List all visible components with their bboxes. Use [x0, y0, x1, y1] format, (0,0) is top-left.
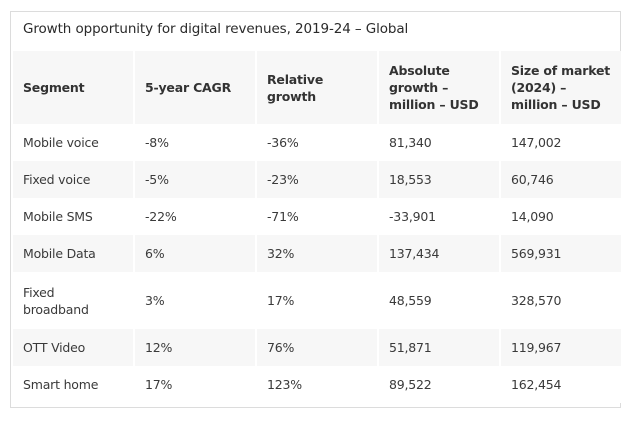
cell-relative-growth: 32% [257, 235, 377, 272]
cell-segment: Fixed broadband [13, 272, 133, 329]
cell-market-size: 14,090 [501, 198, 621, 235]
cell-market-size: 569,931 [501, 235, 621, 272]
table-title: Growth opportunity for digital revenues,… [23, 21, 409, 37]
cell-relative-growth: -36% [257, 124, 377, 161]
cell-market-size: 328,570 [501, 272, 621, 329]
growth-table: Segment 5-year CAGR Relative growth Abso… [11, 51, 623, 403]
column-header-market-size: Size of market (2024) – million – USD [501, 51, 621, 124]
cell-relative-growth: 123% [257, 366, 377, 403]
column-header-relative-growth: Relative growth [257, 51, 377, 124]
cell-segment: Mobile Data [13, 235, 133, 272]
table-card: Growth opportunity for digital revenues,… [10, 11, 621, 408]
table-row: Mobile SMS -22% -71% -33,901 14,090 [13, 198, 621, 235]
cell-cagr: 17% [135, 366, 255, 403]
cell-relative-growth: -23% [257, 161, 377, 198]
cell-cagr: -5% [135, 161, 255, 198]
cell-segment: Mobile SMS [13, 198, 133, 235]
cell-absolute-growth: 18,553 [379, 161, 499, 198]
table-row: Smart home 17% 123% 89,522 162,454 [13, 366, 621, 403]
column-header-absolute-growth: Absolute growth – million – USD [379, 51, 499, 124]
column-header-cagr: 5-year CAGR [135, 51, 255, 124]
table-row: Fixed broadband 3% 17% 48,559 328,570 [13, 272, 621, 329]
cell-absolute-growth: 81,340 [379, 124, 499, 161]
column-header-segment: Segment [13, 51, 133, 124]
cell-absolute-growth: 137,434 [379, 235, 499, 272]
cell-segment: Mobile voice [13, 124, 133, 161]
cell-cagr: -22% [135, 198, 255, 235]
header-row: Segment 5-year CAGR Relative growth Abso… [13, 51, 621, 124]
table-row: Fixed voice -5% -23% 18,553 60,746 [13, 161, 621, 198]
cell-absolute-growth: 89,522 [379, 366, 499, 403]
cell-segment: OTT Video [13, 329, 133, 366]
cell-cagr: -8% [135, 124, 255, 161]
table-row: OTT Video 12% 76% 51,871 119,967 [13, 329, 621, 366]
cell-relative-growth: 17% [257, 272, 377, 329]
cell-absolute-growth: 51,871 [379, 329, 499, 366]
cell-segment: Smart home [13, 366, 133, 403]
cell-absolute-growth: 48,559 [379, 272, 499, 329]
cell-cagr: 12% [135, 329, 255, 366]
cell-relative-growth: 76% [257, 329, 377, 366]
cell-market-size: 60,746 [501, 161, 621, 198]
cell-segment: Fixed voice [13, 161, 133, 198]
cell-cagr: 6% [135, 235, 255, 272]
table-row: Mobile voice -8% -36% 81,340 147,002 [13, 124, 621, 161]
cell-cagr: 3% [135, 272, 255, 329]
cell-absolute-growth: -33,901 [379, 198, 499, 235]
table-row: Mobile Data 6% 32% 137,434 569,931 [13, 235, 621, 272]
cell-market-size: 119,967 [501, 329, 621, 366]
cell-relative-growth: -71% [257, 198, 377, 235]
cell-market-size: 162,454 [501, 366, 621, 403]
cell-market-size: 147,002 [501, 124, 621, 161]
